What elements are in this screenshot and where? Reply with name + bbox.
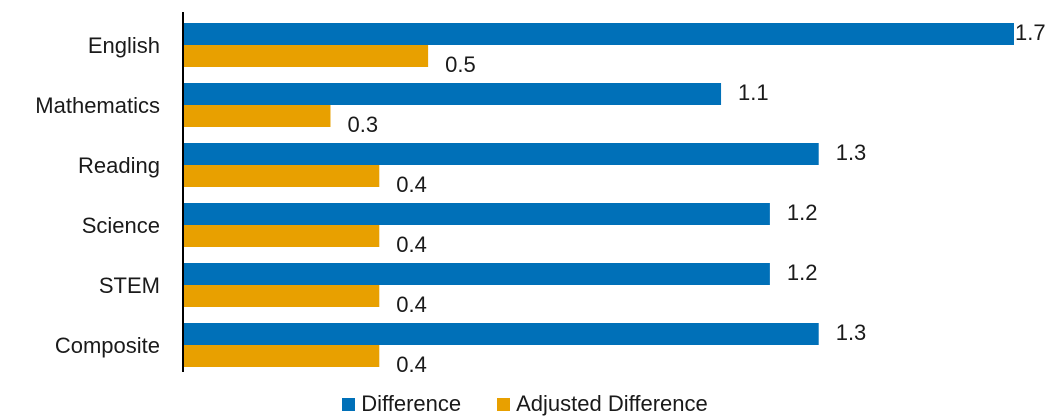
data-label-adjusted-difference-science: 0.4 bbox=[396, 232, 427, 257]
bar-adjusted-difference-science bbox=[184, 225, 379, 247]
legend-item-adjusted-difference: Adjusted Difference bbox=[497, 391, 708, 417]
bar-difference-english bbox=[184, 23, 1014, 45]
bar-adjusted-difference-mathematics bbox=[184, 105, 330, 127]
legend: Difference Adjusted Difference bbox=[0, 392, 1050, 416]
data-label-difference-reading: 1.3 bbox=[836, 140, 867, 165]
bar-difference-composite bbox=[184, 323, 819, 345]
data-label-adjusted-difference-composite: 0.4 bbox=[396, 352, 427, 377]
data-label-adjusted-difference-stem: 0.4 bbox=[396, 292, 427, 317]
bar-adjusted-difference-stem bbox=[184, 285, 379, 307]
bar-adjusted-difference-composite bbox=[184, 345, 379, 367]
data-label-adjusted-difference-reading: 0.4 bbox=[396, 172, 427, 197]
bar-difference-mathematics bbox=[184, 83, 721, 105]
bar-difference-reading bbox=[184, 143, 819, 165]
legend-label-difference: Difference bbox=[361, 391, 461, 417]
legend-swatch-adjusted-difference bbox=[497, 398, 510, 411]
category-label-english: English bbox=[88, 33, 160, 58]
category-labels: English Mathematics Reading Science STEM Comp… bbox=[35, 33, 160, 358]
legend-swatch-difference bbox=[342, 398, 355, 411]
data-label-difference-composite: 1.3 bbox=[836, 320, 867, 345]
category-label-composite: Composite bbox=[55, 333, 160, 358]
data-label-difference-science: 1.2 bbox=[787, 200, 818, 225]
data-label-difference-stem: 1.2 bbox=[787, 260, 818, 285]
data-label-adjusted-difference-english: 0.5 bbox=[445, 52, 476, 77]
bar-difference-science bbox=[184, 203, 770, 225]
category-label-reading: Reading bbox=[78, 153, 160, 178]
data-label-adjusted-difference-mathematics: 0.3 bbox=[347, 112, 378, 137]
category-label-mathematics: Mathematics bbox=[35, 93, 160, 118]
category-label-science: Science bbox=[82, 213, 160, 238]
bar-adjusted-difference-reading bbox=[184, 165, 379, 187]
data-label-difference-mathematics: 1.1 bbox=[738, 80, 769, 105]
legend-label-adjusted-difference: Adjusted Difference bbox=[516, 391, 708, 417]
category-label-stem: STEM bbox=[99, 273, 160, 298]
bar-difference-stem bbox=[184, 263, 770, 285]
data-label-difference-english: 1.7 bbox=[1015, 20, 1046, 45]
bars bbox=[184, 23, 1014, 367]
bar-chart: English Mathematics Reading Science STEM Comp… bbox=[0, 0, 1050, 390]
legend-item-difference: Difference bbox=[342, 391, 461, 417]
bar-adjusted-difference-english bbox=[184, 45, 428, 67]
